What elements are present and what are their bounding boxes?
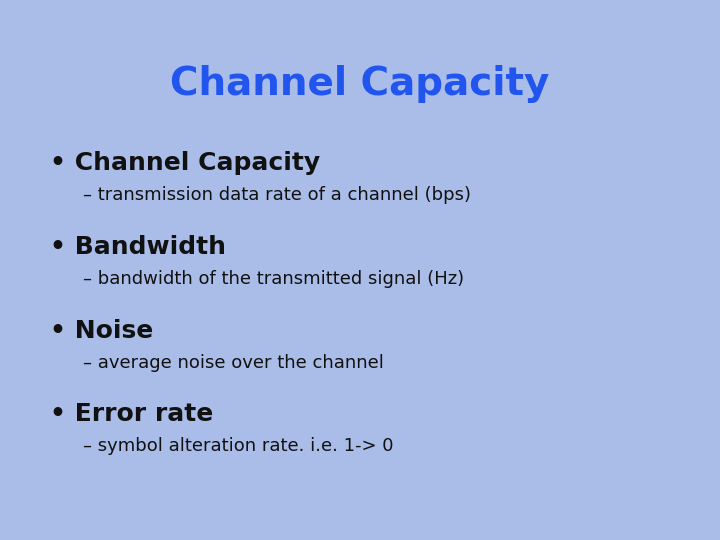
Text: • Channel Capacity: • Channel Capacity — [50, 151, 320, 175]
Text: – transmission data rate of a channel (bps): – transmission data rate of a channel (b… — [83, 186, 471, 204]
Text: – bandwidth of the transmitted signal (Hz): – bandwidth of the transmitted signal (H… — [83, 270, 464, 288]
Text: • Bandwidth: • Bandwidth — [50, 235, 226, 259]
Text: Channel Capacity: Channel Capacity — [171, 65, 549, 103]
Text: – symbol alteration rate. i.e. 1-> 0: – symbol alteration rate. i.e. 1-> 0 — [83, 437, 393, 455]
Text: • Noise: • Noise — [50, 319, 153, 342]
Text: • Error rate: • Error rate — [50, 402, 214, 426]
Text: – average noise over the channel: – average noise over the channel — [83, 354, 384, 372]
